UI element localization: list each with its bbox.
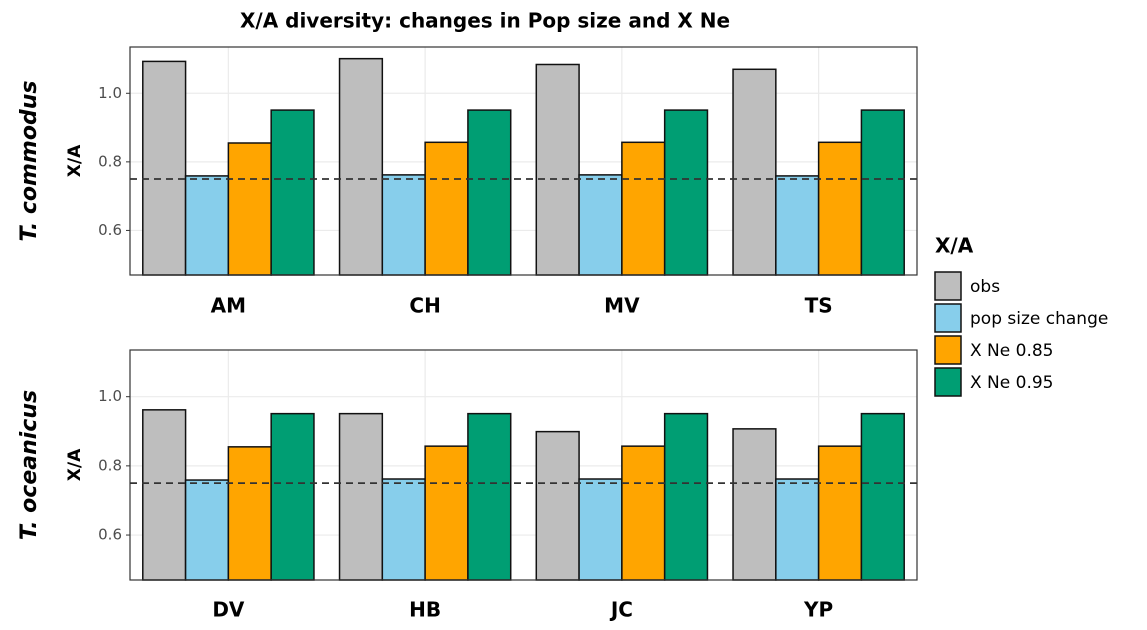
x-tick-label: AM (211, 294, 246, 318)
bar (467, 109, 512, 276)
y-tick-label: 0.8 (98, 152, 122, 170)
bar (775, 478, 820, 581)
bar (775, 175, 820, 276)
bar (578, 478, 623, 581)
legend-key (934, 271, 962, 301)
bar (338, 412, 384, 581)
bar (860, 109, 905, 276)
panel-border (129, 349, 918, 581)
y-tick-label: 1.0 (98, 387, 122, 405)
bar (381, 174, 426, 276)
bar (817, 445, 863, 581)
bar (663, 109, 709, 276)
x-tick-label: DV (212, 598, 245, 622)
bar (860, 412, 905, 581)
y-tick-label: 0.6 (98, 526, 122, 544)
bar (338, 57, 384, 276)
x-tick-label: TS (805, 294, 833, 318)
bar (535, 430, 580, 581)
legend-label: X Ne 0.95 (970, 373, 1053, 393)
bar (817, 141, 863, 276)
legend-key (934, 303, 962, 333)
legend-key (934, 367, 962, 397)
bar (381, 478, 426, 581)
bar (424, 141, 469, 276)
bar (535, 63, 580, 276)
bar (621, 141, 666, 276)
y-tick-label: 0.6 (98, 221, 122, 239)
bar (424, 445, 469, 581)
bar (663, 412, 709, 581)
x-tick-label: MV (604, 294, 640, 318)
legend-label: pop size change (970, 309, 1108, 329)
legend-title: X/A (935, 234, 974, 258)
y-axis-label: X/A (65, 448, 85, 481)
x-tick-label: YP (803, 598, 833, 622)
bar (732, 68, 777, 276)
bar (732, 428, 777, 581)
bar (270, 109, 315, 276)
chart-title: X/A diversity: changes in Pop size and X… (240, 9, 730, 33)
bar (270, 412, 315, 581)
x-tick-label: HB (409, 598, 441, 622)
bar (142, 409, 187, 581)
y-axis-label: X/A (65, 144, 85, 177)
x-tick-label: CH (409, 294, 440, 318)
bar (142, 60, 187, 276)
bar (184, 479, 230, 581)
legend-key (934, 335, 962, 365)
panel-border (129, 46, 918, 276)
y-tick-label: 1.0 (98, 84, 122, 102)
legend-label: obs (970, 277, 1000, 297)
panel-label: T. oceanicus (17, 390, 42, 540)
y-tick-label: 0.8 (98, 456, 122, 474)
bar (578, 174, 623, 276)
bar (467, 412, 512, 581)
bar (227, 142, 272, 276)
x-tick-label: JC (609, 598, 633, 622)
bar (184, 175, 230, 276)
legend-label: X Ne 0.85 (970, 341, 1053, 361)
panel-label: T. commodus (17, 81, 42, 242)
bar (227, 446, 272, 581)
bar (621, 445, 666, 581)
